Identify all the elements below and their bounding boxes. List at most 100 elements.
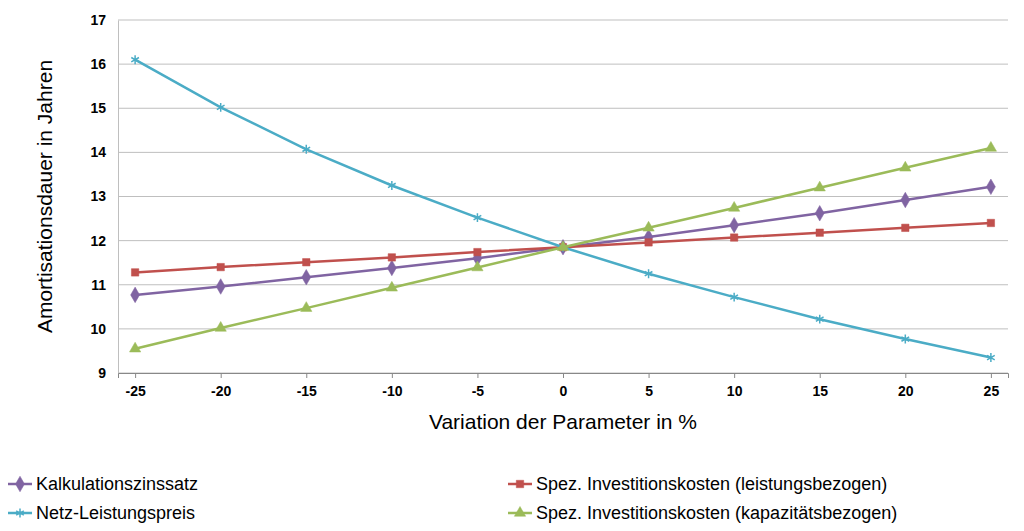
legend-item: Spez. Investitionskosten (leistungsbezog… — [508, 474, 887, 494]
y-tick-label: 11 — [91, 277, 106, 293]
marker — [215, 321, 226, 331]
series — [131, 55, 994, 362]
y-tick: 12 — [90, 233, 118, 249]
chart: 9 10 11 12 13 14 15 16 17 -25 -20 -15 -10 -5 0 5 10 15 20 2… — [0, 0, 1024, 531]
plot-area — [129, 55, 996, 362]
marker — [645, 239, 652, 246]
x-tick-mark — [392, 373, 393, 378]
marker — [303, 259, 310, 266]
x-tick-mark — [477, 373, 478, 378]
marker — [816, 229, 823, 236]
marker — [986, 179, 995, 195]
series — [131, 219, 994, 276]
y-tick: 14 — [90, 144, 118, 160]
marker — [387, 260, 396, 276]
grid-line — [118, 20, 1008, 21]
marker — [301, 302, 312, 312]
series — [131, 179, 996, 303]
x-tick: -20 — [211, 373, 231, 399]
x-tick-mark — [820, 373, 821, 378]
legend-marker — [516, 480, 523, 487]
legend: Kalkulationszinssatz Spez. Investitionsko… — [8, 474, 897, 523]
grid-line — [118, 196, 1008, 197]
y-tick-label: 13 — [90, 188, 106, 204]
marker — [131, 55, 139, 64]
x-tick-mark — [734, 373, 735, 378]
x-tick: 20 — [898, 373, 914, 399]
marker — [129, 342, 140, 352]
marker — [557, 241, 568, 251]
marker — [302, 269, 311, 285]
legend-marker — [16, 476, 25, 492]
legend-label: Spez. Investitionskosten (kapazitätsbezo… — [536, 503, 897, 523]
x-tick: 5 — [645, 373, 653, 399]
marker — [217, 103, 225, 112]
marker — [643, 221, 654, 231]
y-tick-label: 9 — [98, 365, 106, 381]
marker — [987, 353, 995, 362]
series-line — [135, 148, 991, 349]
marker — [472, 261, 483, 271]
y-tick-label: 12 — [90, 233, 106, 249]
x-tick-mark — [135, 373, 136, 378]
x-tick-mark — [991, 373, 992, 378]
marker — [388, 254, 395, 261]
x-tick-label: 10 — [727, 383, 743, 399]
x-tick-mark — [563, 373, 564, 378]
x-tick: -15 — [297, 373, 317, 399]
marker — [131, 269, 138, 276]
y-axis: 9 10 11 12 13 14 15 16 17 — [90, 12, 118, 381]
series-line — [135, 223, 991, 272]
y-tick: 16 — [90, 56, 118, 72]
marker — [131, 287, 140, 303]
marker — [987, 219, 994, 226]
x-tick: -5 — [472, 373, 485, 399]
y-tick-label: 10 — [90, 321, 106, 337]
y-tick-label: 16 — [90, 56, 106, 72]
x-tick-label: 0 — [560, 383, 568, 399]
x-axis-title: Variation der Parameter in % — [429, 410, 697, 433]
x-tick: 10 — [727, 373, 743, 399]
x-tick-label: 20 — [898, 383, 914, 399]
y-axis-line — [118, 21, 119, 374]
marker — [217, 263, 224, 270]
x-tick-mark — [221, 373, 222, 378]
series — [129, 141, 996, 352]
series-line — [135, 187, 991, 295]
grid-line — [118, 64, 1008, 65]
y-axis-title: Amortisationsdauer in Jahren — [33, 60, 56, 333]
marker — [815, 205, 824, 221]
marker — [474, 213, 482, 222]
x-tick-label: -15 — [297, 383, 317, 399]
grid-line — [118, 328, 1008, 329]
grid-line — [118, 152, 1008, 153]
y-tick: 15 — [90, 100, 118, 116]
marker — [302, 145, 310, 154]
legend-marker — [514, 506, 525, 516]
grid — [118, 20, 1008, 373]
x-tick-mark — [905, 373, 906, 378]
legend-label: Kalkulationszinssatz — [36, 474, 198, 494]
x-tick-mark — [649, 373, 650, 378]
y-tick: 10 — [90, 321, 118, 337]
x-tick-label: 25 — [984, 383, 1000, 399]
y-tick: 13 — [90, 188, 118, 204]
marker — [814, 181, 825, 191]
x-tick: 15 — [812, 373, 828, 399]
marker — [730, 217, 739, 233]
marker — [985, 141, 996, 151]
x-tick-label: -25 — [125, 383, 145, 399]
marker — [729, 201, 740, 211]
marker — [901, 192, 910, 208]
marker — [730, 293, 738, 302]
marker — [645, 269, 653, 278]
y-tick-label: 17 — [90, 12, 106, 28]
x-tick-label: -10 — [382, 383, 402, 399]
x-tick-mark — [306, 373, 307, 378]
x-tick-label: 15 — [812, 383, 828, 399]
marker — [902, 224, 909, 231]
x-axis-line — [119, 374, 1009, 379]
x-tick: -10 — [382, 373, 402, 399]
y-tick-label: 14 — [90, 144, 106, 160]
y-tick: 9 — [98, 365, 118, 381]
